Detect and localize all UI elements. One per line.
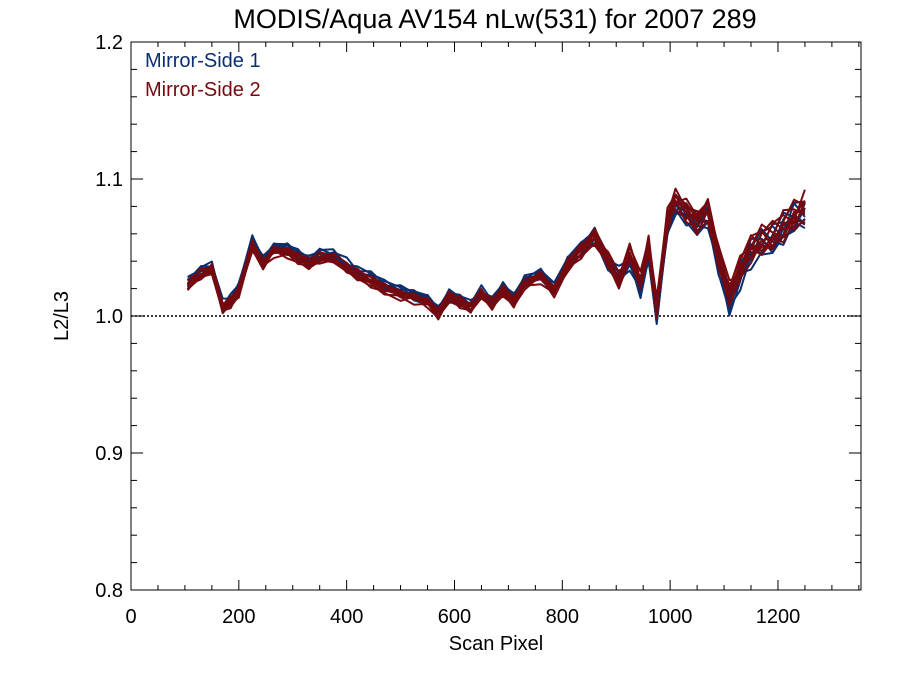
x-axis-label: Scan Pixel <box>449 633 544 655</box>
y-tick-label: 1.0 <box>95 306 123 328</box>
x-tick-labels: 0 200 400 600 800 1000 1200 <box>125 606 800 628</box>
x-tick-label: 400 <box>330 606 363 628</box>
legend-label-mirror-side-2: Mirror-Side 2 <box>145 79 261 101</box>
legend: Mirror-Side 1 Mirror-Side 2 <box>145 50 261 101</box>
y-axis-label: L2/L3 <box>51 291 73 341</box>
y-tick-label: 0.9 <box>95 443 123 465</box>
axis-ticks <box>130 41 861 591</box>
x-tick-label: 1200 <box>756 606 801 628</box>
y-tick-label: 1.2 <box>95 32 123 54</box>
x-tick-label: 0 <box>125 606 136 628</box>
x-tick-label: 800 <box>546 606 579 628</box>
y-tick-label: 1.1 <box>95 169 123 191</box>
chart-title: MODIS/Aqua AV154 nLw(531) for 2007 289 <box>233 4 756 34</box>
x-tick-label: 1000 <box>648 606 693 628</box>
y-tick-label: 0.8 <box>95 580 123 602</box>
series-2-trace <box>186 194 806 312</box>
series-1 <box>186 193 806 325</box>
y-tick-labels: 0.8 0.9 1.0 1.1 1.2 <box>95 32 123 602</box>
series-1-trace <box>186 193 806 325</box>
plot-area <box>130 41 862 591</box>
series-2 <box>186 187 806 321</box>
x-tick-label: 600 <box>438 606 471 628</box>
series-lines <box>186 187 806 325</box>
series-2-trace <box>186 199 806 321</box>
x-tick-label: 200 <box>222 606 255 628</box>
legend-label-mirror-side-1: Mirror-Side 1 <box>145 50 261 72</box>
series-2-trace <box>187 201 806 314</box>
